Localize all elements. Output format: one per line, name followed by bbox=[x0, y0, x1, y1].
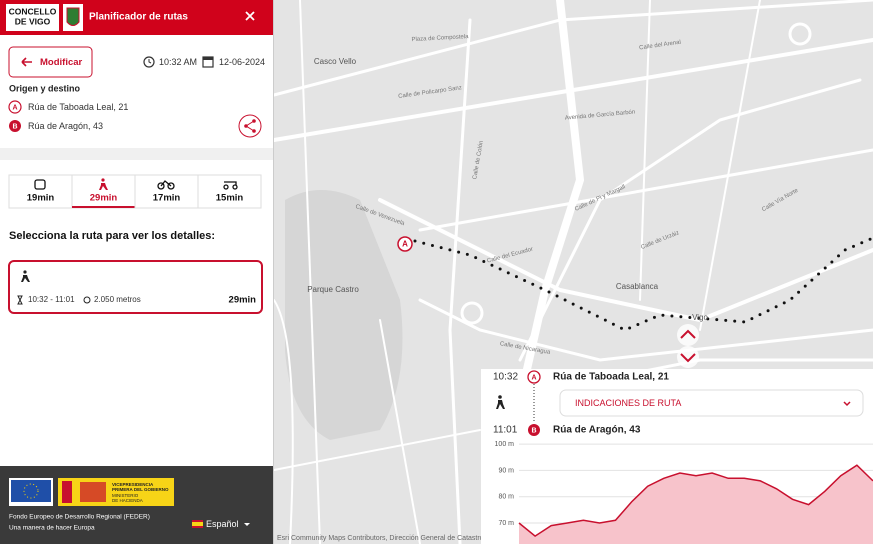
directions-button-label[interactable]: INDICACIONES DE RUTA bbox=[575, 398, 681, 408]
y-tick-label: 90 m bbox=[498, 467, 514, 474]
selected-underline bbox=[72, 206, 135, 208]
gov-line3: MINISTERIO bbox=[112, 493, 139, 498]
share-button[interactable] bbox=[238, 114, 262, 138]
fund-text: Fondo Europeo de Desarrollo Regional (FE… bbox=[9, 514, 150, 521]
trip-time: 10:32 AM bbox=[159, 57, 197, 67]
walk-icon bbox=[496, 395, 505, 409]
end-time: 11:01 bbox=[493, 425, 518, 436]
start-time: 10:32 bbox=[493, 372, 518, 383]
map-label: Vigo bbox=[692, 313, 708, 322]
destination-address: Rúa de Aragón, 43 bbox=[28, 121, 103, 131]
origin-address: Rúa de Taboada Leal, 21 bbox=[553, 372, 669, 383]
origin-pin[interactable] bbox=[397, 236, 413, 252]
trip-date: 12-06-2024 bbox=[219, 57, 265, 67]
elevation-chart: 70 m 80 m 90 m 100 m bbox=[495, 441, 873, 544]
mode-duration[interactable]: 15min bbox=[216, 193, 244, 204]
language-label[interactable]: Español bbox=[206, 519, 239, 529]
mode-duration[interactable]: 17min bbox=[153, 193, 181, 204]
elevation-line bbox=[518, 464, 873, 538]
header-title: Planificador de rutas bbox=[89, 12, 188, 23]
section-title: Origen y destino bbox=[9, 83, 81, 93]
map-label: Plaza de Compostela bbox=[411, 34, 469, 43]
language-selector[interactable]: Español bbox=[192, 519, 250, 529]
origin-address: Rúa de Taboada Leal, 21 bbox=[28, 102, 128, 112]
map-attribution: Esri Community Maps Contributors, Direcc… bbox=[277, 535, 484, 542]
map-label: Casablanca bbox=[616, 282, 659, 291]
footer: VICEPRESIDENCIA PRIMERA DEL GOBIERNO MIN… bbox=[0, 466, 273, 544]
logo-line2: DE VIGO bbox=[15, 16, 51, 26]
y-tick-label: 80 m bbox=[498, 494, 514, 501]
modify-button-label[interactable]: Modificar bbox=[40, 57, 83, 68]
mode-duration[interactable]: 19min bbox=[27, 193, 55, 204]
directions-button[interactable]: INDICACIONES DE RUTA bbox=[559, 389, 864, 417]
route-card[interactable]: 10:32 - 11:01 2.050 metros 29min bbox=[8, 260, 263, 314]
gov-line1: VICEPRESIDENCIA bbox=[112, 482, 154, 487]
modify-button[interactable]: Modificar bbox=[8, 46, 93, 78]
map-label: Calle del Arenal bbox=[639, 40, 681, 52]
destination-address: Rúa de Aragón, 43 bbox=[553, 425, 641, 436]
mode-duration[interactable]: 29min bbox=[90, 193, 118, 204]
destination-marker: B bbox=[531, 427, 536, 434]
y-tick-label: 100 m bbox=[495, 441, 515, 448]
y-tick-label: 70 m bbox=[498, 520, 514, 527]
routes-prompt: Selecciona la ruta para ver los detalles… bbox=[9, 230, 215, 242]
close-button[interactable] bbox=[245, 11, 255, 21]
route-panel: 10:32 A Rúa de Taboada Leal, 21 INDICACI… bbox=[481, 369, 873, 544]
gov-line2: PRIMERA DEL GOBIERNO bbox=[112, 487, 169, 492]
motto-text: Una manera de hacer Europa bbox=[9, 525, 95, 532]
route-time-range: 10:32 - 11:01 bbox=[28, 295, 75, 304]
map-label: Casco Vello bbox=[314, 57, 357, 66]
side-panel: CONCELLO DE VIGO Planificador de rutas M… bbox=[0, 0, 274, 544]
map-label: Parque Castro bbox=[307, 285, 359, 294]
origin-marker: A bbox=[12, 104, 17, 111]
gov-line4: DE HACIENDA bbox=[112, 498, 143, 503]
mode-tabs: 19min 29min 17min 15min bbox=[8, 174, 262, 209]
origin-marker: A bbox=[531, 374, 536, 381]
origin-pin-label: A bbox=[402, 240, 408, 249]
destination-marker: B bbox=[12, 123, 17, 130]
zoom-controls[interactable] bbox=[677, 324, 699, 368]
elevation-area bbox=[519, 465, 873, 544]
logo-line1: CONCELLO bbox=[9, 6, 57, 16]
route-duration: 29min bbox=[229, 295, 257, 306]
route-distance: 2.050 metros bbox=[94, 295, 141, 304]
